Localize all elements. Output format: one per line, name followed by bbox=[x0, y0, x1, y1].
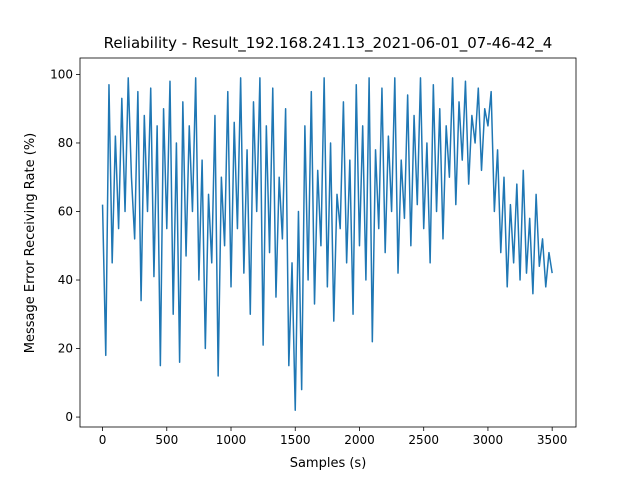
x-tick-label: 500 bbox=[155, 433, 178, 447]
data-line bbox=[101, 77, 553, 411]
x-tick-label: 3000 bbox=[473, 433, 504, 447]
y-tick-label: 60 bbox=[58, 204, 73, 218]
x-tick-label: 1000 bbox=[216, 433, 247, 447]
chart-title: Reliability - Result_192.168.241.13_2021… bbox=[104, 34, 553, 53]
x-tick-label: 3500 bbox=[537, 433, 568, 447]
y-tick-label: 100 bbox=[50, 67, 73, 81]
y-axis-label: Message Error Receiving Rate (%) bbox=[23, 133, 38, 354]
x-tick-label: 0 bbox=[99, 433, 107, 447]
plot-frame bbox=[79, 57, 577, 428]
y-tick-label: 0 bbox=[65, 410, 73, 424]
y-tick-label: 80 bbox=[58, 136, 73, 150]
x-tick-label: 1500 bbox=[280, 433, 311, 447]
y-tick-label: 40 bbox=[58, 273, 73, 287]
x-tick-label: 2000 bbox=[344, 433, 375, 447]
y-tick-label: 20 bbox=[58, 342, 73, 356]
x-tick-label: 2500 bbox=[408, 433, 439, 447]
x-axis-label: Samples (s) bbox=[290, 456, 367, 471]
